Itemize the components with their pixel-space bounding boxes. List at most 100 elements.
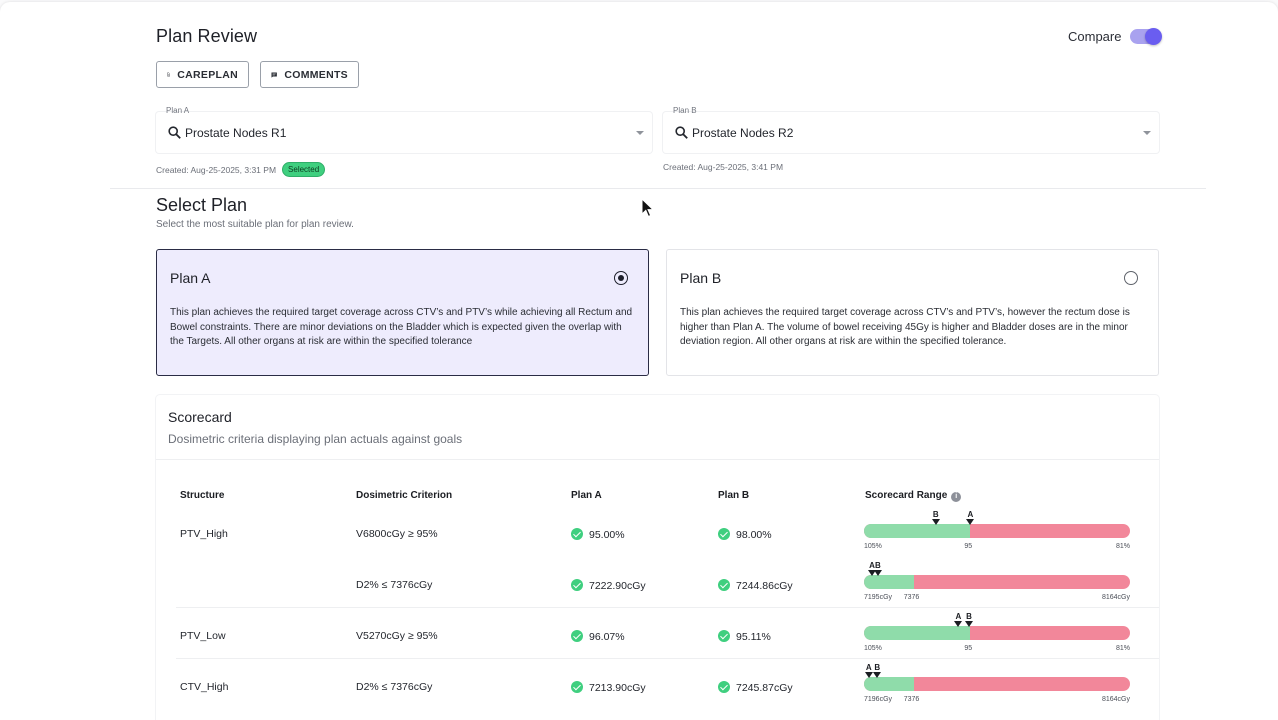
scorecard-range-bar: 7195cGy 7376 8164cGy A B	[864, 558, 1130, 602]
marker-triangle-icon	[873, 672, 882, 678]
range-pass-fill	[864, 626, 971, 640]
mouse-cursor-icon	[641, 198, 653, 218]
range-tick-label: 95	[964, 645, 973, 652]
plan-b-select[interactable]: Prostate Nodes R2 Plan B	[663, 102, 1159, 154]
range-tick-label: 105%	[864, 543, 882, 550]
plan-a-card-description: This plan achieves the required target c…	[170, 307, 633, 347]
plan-b-created-text: Created: Aug-25-2025, 3:41 PM	[663, 162, 784, 172]
criterion-cell-text: D2% ≤ 7376cGy	[356, 681, 433, 693]
plan-marker-a: A	[964, 510, 976, 525]
compare-toggle[interactable]	[1130, 27, 1163, 45]
plan-a-value: Prostate Nodes R1	[185, 125, 287, 140]
range-tick-label: 81%	[1115, 645, 1130, 652]
marker-label: A	[869, 561, 875, 570]
range-tick-label: 7195cGy	[864, 594, 893, 601]
range-pass-fill	[864, 524, 971, 538]
plan-marker-a: A	[866, 561, 878, 576]
document-icon	[167, 72, 171, 77]
marker-label: A	[955, 612, 962, 621]
marker-label: B	[932, 510, 939, 519]
row-divider	[176, 658, 1159, 659]
range-pass-fill	[864, 575, 914, 589]
plan-a-created-text: Created: Aug-25-2025, 3:31 PM	[156, 164, 277, 175]
selected-badge: Selected	[282, 162, 326, 177]
structure-cell: CTV_High	[180, 681, 228, 693]
plan-a-value-cell-text: 96.07%	[589, 631, 625, 643]
plan-a-select[interactable]: Prostate Nodes R1 Plan A	[156, 102, 652, 154]
scorecard-range-bar: 105% 95 81% A B	[864, 609, 1130, 653]
plan-marker-b: B	[930, 510, 942, 525]
toggle-knob	[1145, 27, 1163, 45]
table-row: D2% ≤ 7376cGy 7222.90cGy 7244.86cGy 7195cGy…	[156, 558, 1159, 608]
plan-a-created: Created: Aug-25-2025, 3:31 PM Selected	[156, 162, 326, 177]
marker-triangle-icon	[966, 519, 975, 525]
scorecard-panel: Scorecard Dosimetric criteria displaying…	[156, 395, 1159, 720]
criterion-cell: D2% ≤ 7376cGy	[356, 681, 432, 693]
plan-a-value-cell: 96.07%	[571, 630, 625, 643]
marker-label: B	[874, 663, 881, 672]
chevron-down-icon[interactable]	[636, 131, 644, 135]
comment-icon	[271, 72, 277, 78]
comments-label: COMMENTS	[284, 68, 348, 81]
plan-marker-b: B	[872, 561, 884, 576]
table-row: PTV_Low V5270cGy ≥ 95% 96.07% 95.11% 105% 95 8…	[156, 609, 1159, 659]
marker-label: A	[865, 663, 872, 672]
column-header-criterion: Dosimetric Criterion	[356, 490, 453, 501]
plan-marker-a: A	[952, 612, 964, 627]
criterion-cell: V5270cGy ≥ 95%	[356, 630, 438, 642]
plan-b-radio[interactable]	[1124, 271, 1138, 285]
structure-cell-text: CTV_High	[180, 681, 229, 693]
range-tick-label: 105%	[864, 645, 882, 652]
range-tick-label: 95	[964, 543, 973, 550]
plan-b-value-cell-text: 98.00%	[736, 529, 772, 541]
plan-b-select-box[interactable]: Prostate Nodes R2	[663, 112, 1159, 153]
marker-triangle-icon	[931, 519, 940, 525]
marker-triangle-icon	[873, 570, 882, 576]
plan-marker-b: B	[871, 663, 883, 678]
plan-a-value-cell: 7213.90cGy	[571, 681, 646, 694]
check-circle-icon	[571, 681, 583, 693]
range-track	[864, 626, 1130, 640]
comments-button[interactable]: COMMENTS	[260, 61, 359, 88]
check-circle-icon	[571, 630, 583, 642]
column-header-plan-a: Plan A	[571, 490, 602, 501]
check-circle-icon	[718, 579, 730, 591]
marker-label: B	[874, 561, 881, 570]
scorecard-divider	[156, 459, 1159, 460]
plan-b-card[interactable]: Plan B This plan achieves the required t…	[666, 249, 1159, 376]
scorecard-range-bar: 105% 95 81% B A	[864, 507, 1130, 551]
info-icon[interactable]: i	[951, 492, 962, 502]
scorecard-range-bar: 7196cGy 7376 8164cGy A B	[864, 660, 1130, 704]
plan-b-value: Prostate Nodes R2	[692, 125, 794, 140]
criterion-cell-text: V5270cGy ≥ 95%	[356, 630, 438, 642]
plan-b-value-cell: 95.11%	[718, 630, 771, 643]
plan-a-value-cell-text: 95.00%	[589, 529, 625, 541]
criterion-cell-text: V6800cGy ≥ 95%	[356, 528, 438, 540]
plan-b-value-cell-text: 7244.86cGy	[736, 580, 793, 592]
plan-a-card[interactable]: Plan A This plan achieves the required t…	[156, 249, 649, 376]
range-track	[864, 524, 1130, 538]
page-title: Plan Review	[156, 26, 258, 46]
search-icon	[675, 126, 688, 139]
plan-a-label: Plan A	[166, 106, 190, 115]
careplan-button[interactable]: CAREPLAN	[156, 61, 249, 88]
plan-a-value-cell: 95.00%	[571, 528, 625, 541]
plan-b-value-cell: 7244.86cGy	[718, 579, 793, 592]
scorecard-title: Scorecard	[168, 409, 232, 425]
plan-a-select-box[interactable]: Prostate Nodes R1	[156, 112, 652, 153]
range-track	[864, 677, 1130, 691]
chevron-down-icon[interactable]	[1143, 131, 1151, 135]
plan-a-radio[interactable]	[614, 271, 628, 285]
check-circle-icon	[718, 630, 730, 642]
plan-a-card-title: Plan A	[170, 270, 211, 286]
marker-triangle-icon	[864, 672, 873, 678]
plan-b-card-title: Plan B	[680, 270, 722, 286]
marker-label: A	[967, 510, 974, 519]
column-header-plan-b: Plan B	[718, 490, 750, 501]
check-circle-icon	[718, 528, 730, 540]
column-header-scorecard-range: Scorecard Range i	[865, 490, 962, 502]
range-tick-label: 7196cGy	[864, 696, 893, 703]
plan-b-label: Plan B	[673, 106, 697, 115]
select-plan-subtitle: Select the most suitable plan for plan r…	[156, 219, 354, 230]
